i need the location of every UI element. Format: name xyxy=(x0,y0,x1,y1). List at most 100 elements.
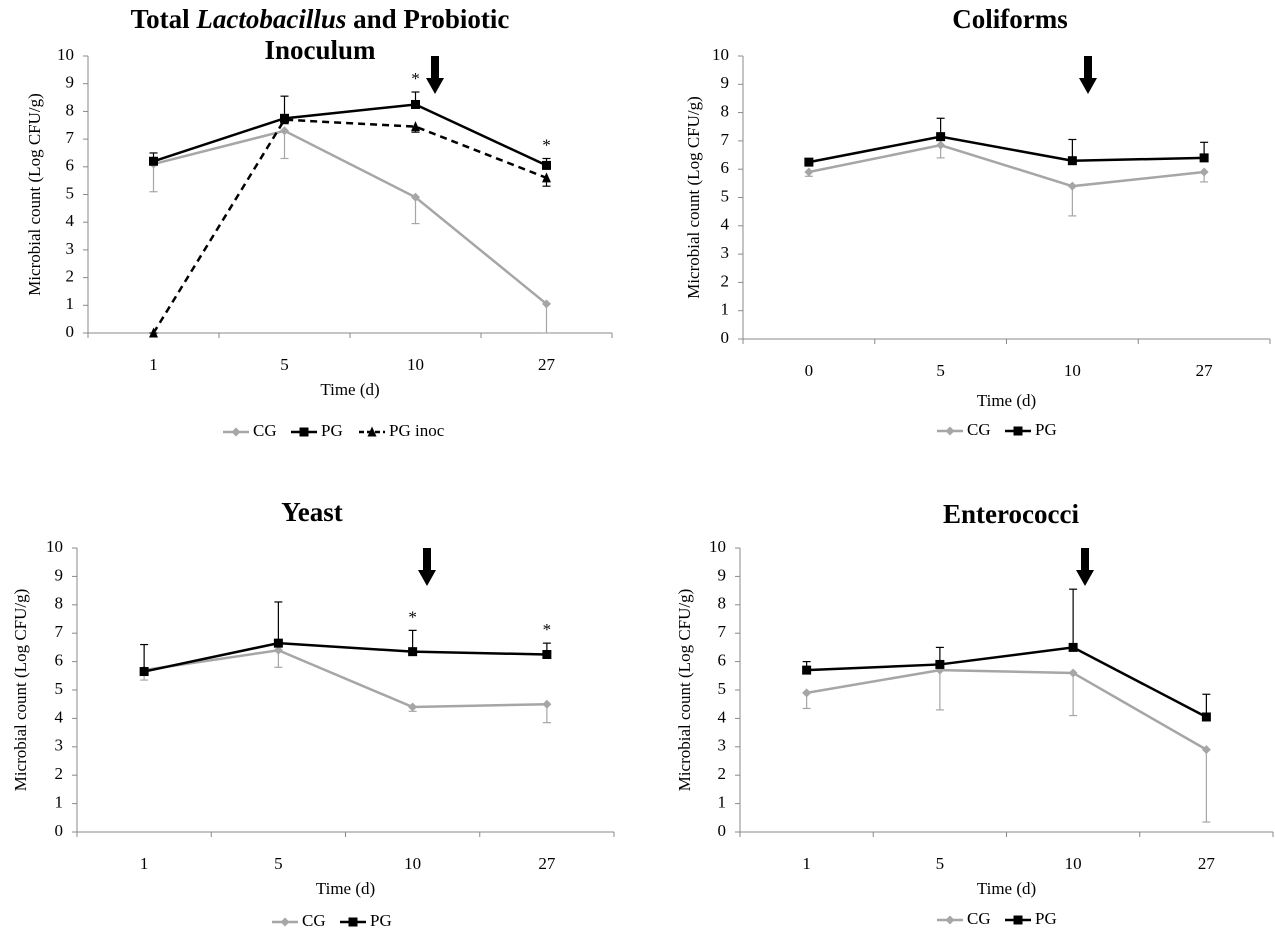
y-tick-label: 2 xyxy=(718,764,727,783)
y-tick-label: 10 xyxy=(46,537,63,556)
chart-title: Enterococci xyxy=(943,499,1079,529)
error-bar xyxy=(1069,588,1078,648)
marker-diamond xyxy=(542,699,552,709)
y-tick-label: 7 xyxy=(66,128,75,147)
series-line xyxy=(143,641,547,673)
y-tick-label: 1 xyxy=(718,793,727,812)
marker-triangle xyxy=(542,172,551,183)
series-line xyxy=(143,648,547,709)
y-tick-label: 0 xyxy=(66,322,75,341)
arrow xyxy=(418,548,436,586)
marker-square xyxy=(273,638,283,648)
y-tick-label: 1 xyxy=(66,294,75,313)
y-tick-label: 10 xyxy=(712,45,729,64)
y-tick-label: 2 xyxy=(55,764,64,783)
y-axis-label: Microbial count (Log CFU/g) xyxy=(11,589,30,792)
y-tick-label: 10 xyxy=(57,45,74,64)
annotation: * xyxy=(543,620,552,639)
x-axis-label: Time (d) xyxy=(316,879,375,898)
marker-diamond xyxy=(945,915,955,925)
y-tick-label: 8 xyxy=(721,102,730,121)
marker-diamond xyxy=(1201,745,1211,755)
y-tick-label: 8 xyxy=(718,594,727,613)
marker-square xyxy=(802,665,812,675)
marker-square xyxy=(935,659,945,669)
marker-square xyxy=(804,157,814,167)
legend-label: PG xyxy=(1035,420,1057,439)
annotation: * xyxy=(411,69,420,88)
y-tick-label: 5 xyxy=(55,679,64,698)
marker-square xyxy=(1068,642,1078,652)
series-line xyxy=(808,135,1205,164)
marker-square xyxy=(411,99,420,109)
marker-diamond xyxy=(936,140,946,150)
marker-square xyxy=(1067,156,1077,166)
x-tick-label: 5 xyxy=(936,854,945,873)
y-tick-label: 3 xyxy=(718,736,727,755)
y-tick-label: 10 xyxy=(709,537,726,556)
y-tick-label: 3 xyxy=(66,239,75,258)
marker-diamond xyxy=(273,645,283,655)
arrow xyxy=(426,56,444,94)
x-tick-label: 10 xyxy=(1064,361,1081,380)
title-part: and Probiotic Inoculum xyxy=(264,4,510,65)
series-line xyxy=(808,143,1205,188)
annotation: * xyxy=(542,135,551,154)
x-axis-label: Time (d) xyxy=(977,879,1036,898)
series-line xyxy=(153,103,548,167)
x-tick-label: 27 xyxy=(538,355,556,374)
legend-label: CG xyxy=(253,421,277,440)
x-tick-label: 27 xyxy=(1196,361,1214,380)
title-part: Lactobacillus xyxy=(196,4,347,34)
y-tick-label: 3 xyxy=(55,736,64,755)
y-tick-label: 2 xyxy=(721,271,730,290)
marker-square xyxy=(299,427,309,437)
x-tick-label: 10 xyxy=(407,355,424,374)
marker-diamond xyxy=(542,299,551,309)
series-line xyxy=(806,646,1207,719)
legend-label: CG xyxy=(302,911,326,930)
x-axis-label: Time (d) xyxy=(320,380,379,399)
marker-square xyxy=(1201,712,1211,722)
x-tick-label: 1 xyxy=(149,355,158,374)
y-tick-label: 8 xyxy=(66,100,75,119)
series-line xyxy=(153,129,548,305)
series-line xyxy=(806,668,1207,751)
marker-square xyxy=(1013,426,1023,436)
chart-title: Yeast xyxy=(281,497,343,527)
marker-diamond xyxy=(411,192,420,202)
legend-label: PG xyxy=(370,911,392,930)
marker-square xyxy=(348,917,358,927)
y-tick-label: 4 xyxy=(718,707,727,726)
y-tick-label: 9 xyxy=(55,565,64,584)
marker-square xyxy=(149,156,158,166)
y-tick-label: 0 xyxy=(721,328,730,347)
error-bar xyxy=(1202,749,1211,823)
y-axis-label: Microbial count (Log CFU/g) xyxy=(684,96,703,299)
y-tick-label: 5 xyxy=(721,186,730,205)
y-tick-label: 1 xyxy=(55,793,64,812)
y-tick-label: 2 xyxy=(66,267,75,286)
legend-label: CG xyxy=(967,909,991,928)
x-axis-label: Time (d) xyxy=(977,391,1036,410)
y-tick-label: 6 xyxy=(718,651,727,670)
x-tick-label: 27 xyxy=(1198,854,1216,873)
marker-diamond xyxy=(231,427,241,437)
error-bar xyxy=(935,670,944,711)
y-tick-label: 4 xyxy=(721,215,730,234)
y-tick-label: 9 xyxy=(718,565,727,584)
y-axis-label: Microbial count (Log CFU/g) xyxy=(675,589,694,792)
marker-square xyxy=(1013,915,1023,925)
x-tick-label: 1 xyxy=(140,854,149,873)
y-tick-label: 6 xyxy=(66,156,75,175)
y-tick-label: 5 xyxy=(66,183,75,202)
error-bar xyxy=(149,164,158,193)
series-line xyxy=(152,118,547,334)
marker-diamond xyxy=(802,688,812,698)
x-tick-label: 1 xyxy=(802,854,811,873)
error-bar xyxy=(1069,672,1078,717)
y-tick-label: 6 xyxy=(55,651,64,670)
marker-diamond xyxy=(1068,668,1078,678)
y-tick-label: 9 xyxy=(721,73,730,92)
